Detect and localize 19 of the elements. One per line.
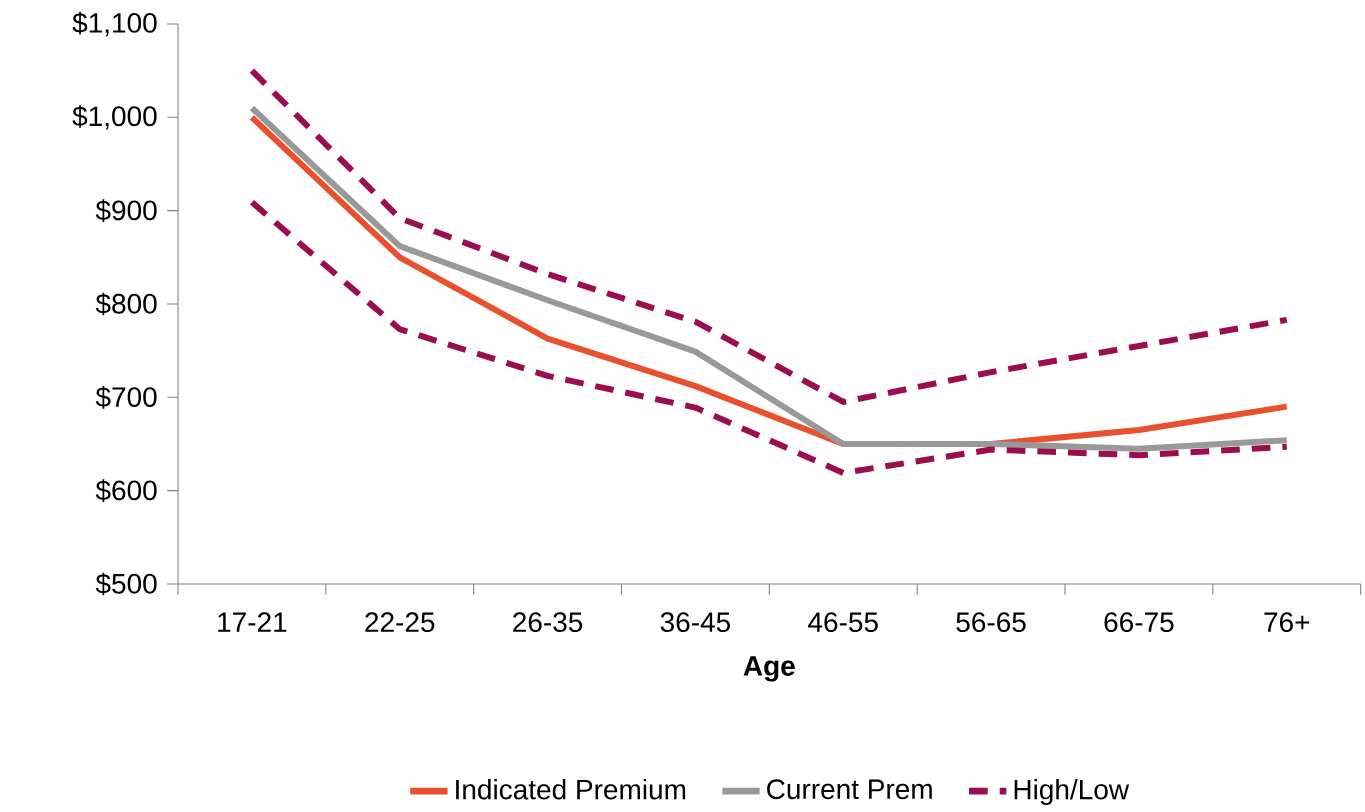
x-tick-label: 22-25 <box>365 612 435 633</box>
legend-label: High/Low <box>1014 778 1130 806</box>
legend-label: Current Prem <box>767 779 932 800</box>
y-tick-label: $700 <box>95 385 157 409</box>
y-tick-label: $1,100 <box>72 11 157 37</box>
x-tick-label: 36-45 <box>660 612 731 633</box>
x-tick-label: 17-21 <box>218 612 287 632</box>
x-axis-title: Age <box>743 656 795 682</box>
y-tick-label: $500 <box>95 572 157 596</box>
x-tick-label: 26-35 <box>513 612 583 633</box>
x-tick-label: 76+ <box>1264 612 1310 633</box>
y-tick-label: $1,000 <box>72 105 157 130</box>
x-tick-label: 46-55 <box>808 612 878 633</box>
x-tick-label: 66-75 <box>1104 612 1174 633</box>
x-tick-label: 56-65 <box>956 612 1026 633</box>
y-tick-label: $600 <box>95 479 157 502</box>
y-tick-label: $900 <box>95 199 157 222</box>
legend-label: Indicated Premium <box>456 778 686 800</box>
y-tick-label: $800 <box>95 292 157 316</box>
